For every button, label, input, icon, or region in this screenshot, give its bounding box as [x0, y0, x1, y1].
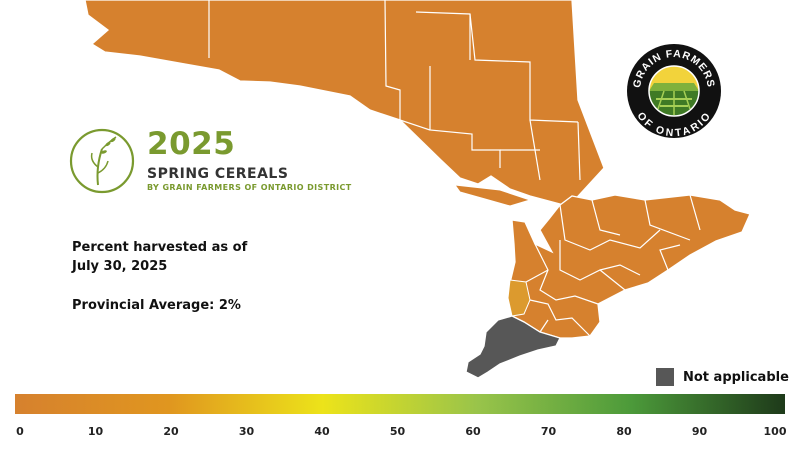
spring-cereals-icon [69, 128, 135, 194]
color-scale-bar [15, 394, 785, 414]
not-applicable-region [465, 315, 561, 379]
scale-tick-80: 80 [616, 425, 632, 438]
scale-tick-10: 10 [87, 425, 104, 438]
not-applicable-swatch [656, 368, 674, 386]
scale-tick-100: 100 [763, 425, 787, 438]
crop-title: SPRING CEREALS [147, 166, 289, 182]
manitoulin-island [453, 184, 532, 207]
scale-ticks: 0 10 20 30 40 50 60 70 80 90 100 [0, 425, 800, 441]
scale-tick-70: 70 [540, 425, 557, 438]
crop-subtitle: BY GRAIN FARMERS OF ONTARIO DISTRICT [147, 183, 352, 192]
not-applicable-label: Not applicable [683, 369, 789, 385]
year-heading: 2025 [147, 126, 236, 162]
southern-ontario-region [507, 194, 751, 339]
scale-tick-50: 50 [389, 425, 406, 438]
district-borders [208, 0, 701, 337]
scale-tick-30: 30 [238, 425, 255, 438]
scale-tick-40: 40 [314, 425, 330, 438]
scale-tick-0: 0 [16, 425, 24, 438]
scale-tick-20: 20 [163, 425, 179, 438]
harvest-date: July 30, 2025 [72, 259, 168, 274]
provincial-average: Provincial Average: 2% [72, 298, 241, 313]
scale-tick-60: 60 [465, 425, 481, 438]
not-applicable-legend: Not applicable [656, 368, 789, 386]
harvest-caption-line1: Percent harvested as of [72, 240, 248, 255]
grain-farmers-logo: GRAIN FARMERS OF ONTARIO [627, 44, 721, 139]
scale-tick-90: 90 [691, 425, 708, 438]
ontario-map [84, 0, 751, 379]
